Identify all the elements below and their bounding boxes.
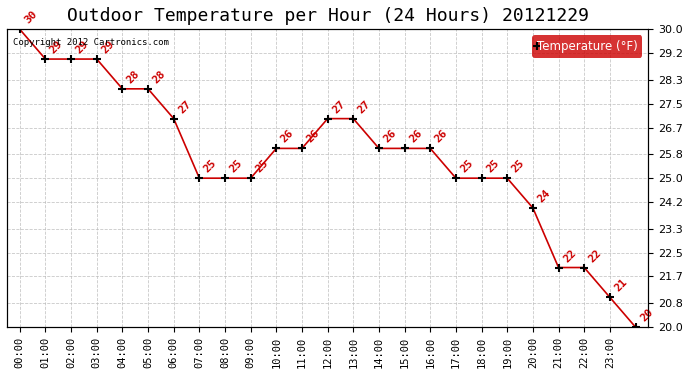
Temperature (°F) [477, 176, 486, 180]
Text: 27: 27 [356, 99, 373, 115]
Title: Outdoor Temperature per Hour (24 Hours) 20121229: Outdoor Temperature per Hour (24 Hours) … [67, 7, 589, 25]
Text: 22: 22 [562, 248, 578, 264]
Temperature (°F) [298, 146, 306, 151]
Temperature (°F) [349, 116, 357, 121]
Temperature (°F) [144, 87, 152, 91]
Temperature (°F) [400, 146, 408, 151]
Temperature (°F) [67, 57, 75, 61]
Temperature (°F) [503, 176, 511, 180]
Temperature (°F) [92, 57, 101, 61]
Text: 25: 25 [202, 158, 219, 175]
Text: 20: 20 [638, 307, 655, 324]
Temperature (°F) [580, 265, 589, 270]
Text: Copyright 2012 Cartronics.com: Copyright 2012 Cartronics.com [13, 38, 169, 47]
Temperature (°F) [195, 176, 204, 180]
Temperature (°F) [554, 265, 562, 270]
Temperature (°F) [375, 146, 383, 151]
Text: 29: 29 [99, 39, 116, 56]
Text: 30: 30 [23, 9, 39, 26]
Temperature (°F) [426, 146, 435, 151]
Temperature (°F) [41, 57, 50, 61]
Temperature (°F) [606, 295, 614, 300]
Text: 29: 29 [74, 39, 90, 56]
Text: 26: 26 [305, 128, 322, 145]
Text: 26: 26 [382, 128, 398, 145]
Text: 26: 26 [279, 128, 296, 145]
Legend: Temperature (°F): Temperature (°F) [532, 35, 642, 58]
Text: 27: 27 [331, 99, 347, 115]
Temperature (°F) [118, 87, 126, 91]
Text: 25: 25 [228, 158, 244, 175]
Text: 25: 25 [253, 158, 270, 175]
Temperature (°F) [324, 116, 332, 121]
Text: 25: 25 [510, 158, 526, 175]
Temperature (°F) [631, 325, 640, 329]
Temperature (°F) [452, 176, 460, 180]
Text: 25: 25 [459, 158, 475, 175]
Text: 24: 24 [535, 188, 552, 204]
Text: 27: 27 [177, 99, 193, 115]
Temperature (°F) [221, 176, 229, 180]
Temperature (°F) [246, 176, 255, 180]
Text: 26: 26 [433, 128, 450, 145]
Text: 29: 29 [48, 39, 65, 56]
Text: 25: 25 [484, 158, 501, 175]
Line: Temperature (°F): Temperature (°F) [16, 25, 640, 331]
Text: 22: 22 [587, 248, 604, 264]
Text: 28: 28 [151, 69, 168, 85]
Text: 28: 28 [125, 69, 141, 85]
Temperature (°F) [170, 116, 178, 121]
Text: 21: 21 [613, 277, 629, 294]
Temperature (°F) [16, 27, 24, 32]
Temperature (°F) [272, 146, 280, 151]
Temperature (°F) [529, 206, 537, 210]
Text: 26: 26 [407, 128, 424, 145]
